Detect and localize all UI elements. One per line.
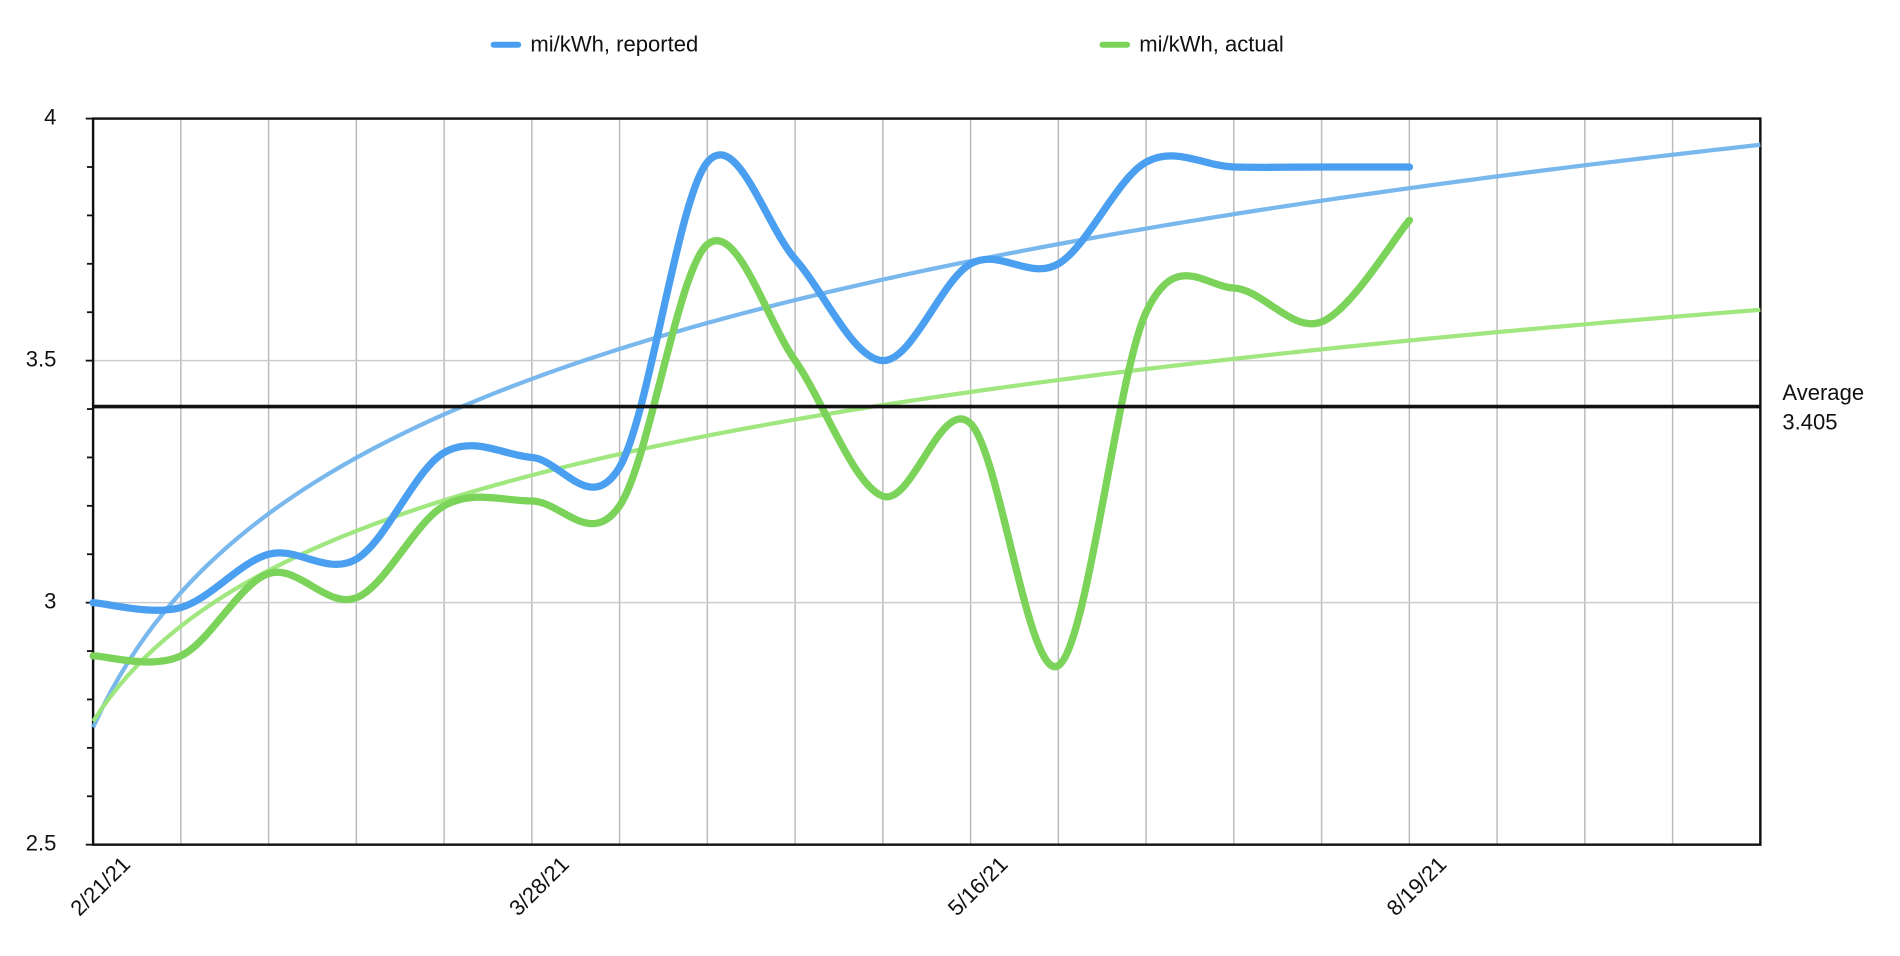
y-tick-label: 3.5 [26, 346, 57, 371]
average-value: 3.405 [1782, 409, 1837, 434]
series-line [89, 151, 1414, 614]
x-tick-label: 8/19/21 [1382, 852, 1452, 921]
series-line [89, 216, 1414, 671]
legend-label: mi/kWh, reported [530, 32, 698, 57]
average-label: Average [1782, 380, 1864, 405]
y-tick-label: 3 [44, 589, 56, 614]
x-tick-label: 5/16/21 [943, 852, 1013, 921]
legend-label: mi/kWh, actual [1139, 32, 1284, 57]
trendline [91, 307, 1761, 723]
plot-frame [91, 117, 1762, 846]
y-tick-label: 4 [44, 104, 56, 129]
x-tick-label: 2/21/21 [65, 852, 135, 921]
trendline [91, 142, 1761, 729]
x-tick-label: 3/28/21 [504, 852, 574, 921]
y-tick-label: 2.5 [26, 831, 57, 856]
